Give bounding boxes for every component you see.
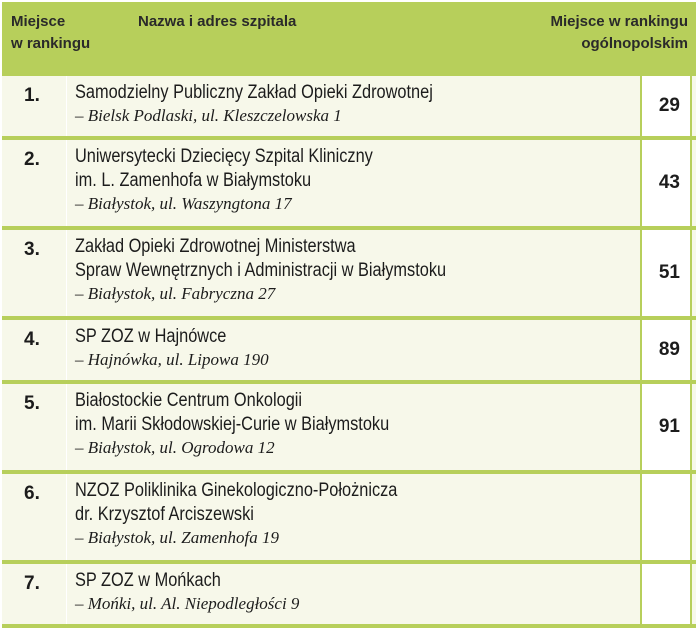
- hospital-address: – Bielsk Podlaski, ul. Kleszczelowska 1: [75, 106, 342, 125]
- table-row: 7. SP ZOZ w Mońkach – Mońki, ul. Al. Niepo…: [2, 564, 696, 624]
- hospital-name-line: im. L. Zamenhofa w Białymstoku: [75, 170, 312, 191]
- hospital-name-line: NZOZ Poliklinika Ginekologiczno-Położnic…: [75, 480, 398, 501]
- row-national-rank: 29: [640, 76, 692, 136]
- table-header: Miejsce w rankingu Nazwa i adres szpital…: [2, 2, 696, 72]
- header-national-line2: ogólnopolskim: [581, 35, 688, 52]
- hospital-name-line: Spraw Wewnętrznych i Administracji w Bia…: [75, 260, 447, 281]
- row-rank: 1.: [24, 85, 40, 106]
- hospital-address: – Białystok, ul. Fabryczna 27: [75, 284, 276, 303]
- row-national-rank: 51: [640, 230, 692, 316]
- header-name: Nazwa i adres szpitala: [138, 13, 297, 30]
- row-hospital: Zakład Opieki Zdrowotnej Ministerstwa Spr…: [66, 230, 640, 316]
- row-hospital: Uniwersytecki Dziecięcy Szpital Kliniczn…: [66, 140, 640, 226]
- header-rank: Miejsce w rankingu: [11, 11, 90, 55]
- row-rank: 3.: [24, 239, 40, 260]
- row-national-rank: [640, 474, 692, 560]
- hospital-name-line: SP ZOZ w Hajnówce: [75, 326, 227, 347]
- header-rank-line2: w rankingu: [11, 35, 91, 52]
- hospital-address: – Białystok, ul. Zamenhofa 19: [75, 528, 279, 547]
- hospital-name-line: im. Marii Skłodowskiej-Curie w Białymsto…: [75, 414, 390, 435]
- row-national-rank: 89: [640, 320, 692, 380]
- hospital-name-line: Zakład Opieki Zdrowotnej Ministerstwa: [75, 236, 356, 257]
- hospital-name-line: Uniwersytecki Dziecięcy Szpital Kliniczn…: [75, 146, 373, 167]
- hospital-name-line: Białostockie Centrum Onkologii: [75, 390, 303, 411]
- row-hospital: Samodzielny Publiczny Zakład Opieki Zdro…: [66, 76, 640, 136]
- hospital-name-line: dr. Krzysztof Arciszewski: [75, 504, 254, 525]
- row-national-rank: 43: [640, 140, 692, 226]
- row-rank: 5.: [24, 393, 40, 414]
- row-hospital: NZOZ Poliklinika Ginekologiczno-Położnic…: [66, 474, 640, 560]
- header-national-line1: Miejsce w rankingu: [550, 13, 688, 30]
- table-row: 6. NZOZ Poliklinika Ginekologiczno-Położn…: [2, 474, 696, 560]
- row-rank: 2.: [24, 149, 40, 170]
- hospital-name-line: SP ZOZ w Mońkach: [75, 570, 221, 591]
- row-national-rank: 91: [640, 384, 692, 470]
- row-rank: 6.: [24, 483, 40, 504]
- hospital-address: – Białystok, ul. Waszyngtona 17: [75, 194, 292, 213]
- table-body: 1. Samodzielny Publiczny Zakład Opieki Zd…: [2, 76, 696, 624]
- table-bottom-border: [2, 624, 696, 628]
- table-row: 4. SP ZOZ w Hajnówce – Hajnówka, ul. Lipow…: [2, 320, 696, 380]
- table-row: 1. Samodzielny Publiczny Zakład Opieki Zd…: [2, 76, 696, 136]
- hospital-address: – Mońki, ul. Al. Niepodległości 9: [75, 594, 300, 613]
- header-national-rank: Miejsce w rankingu ogólnopolskim: [550, 11, 688, 55]
- hospital-address: – Białystok, ul. Ogrodowa 12: [75, 438, 275, 457]
- hospital-name-line: Samodzielny Publiczny Zakład Opieki Zdro…: [75, 82, 433, 103]
- table-row: 5. Białostockie Centrum Onkologii im. Mari…: [2, 384, 696, 470]
- row-rank: 4.: [24, 329, 40, 350]
- row-hospital: Białostockie Centrum Onkologii im. Marii …: [66, 384, 640, 470]
- row-national-rank: [640, 564, 692, 624]
- hospital-address: – Hajnówka, ul. Lipowa 190: [75, 350, 269, 369]
- header-rank-line1: Miejsce: [11, 13, 66, 30]
- table-row: 2. Uniwersytecki Dziecięcy Szpital Klinic…: [2, 140, 696, 226]
- row-hospital: SP ZOZ w Mońkach – Mońki, ul. Al. Niepodl…: [66, 564, 640, 624]
- table-row: 3. Zakład Opieki Zdrowotnej Ministerstwa S…: [2, 230, 696, 316]
- row-hospital: SP ZOZ w Hajnówce – Hajnówka, ul. Lipowa …: [66, 320, 640, 380]
- row-rank: 7.: [24, 573, 40, 594]
